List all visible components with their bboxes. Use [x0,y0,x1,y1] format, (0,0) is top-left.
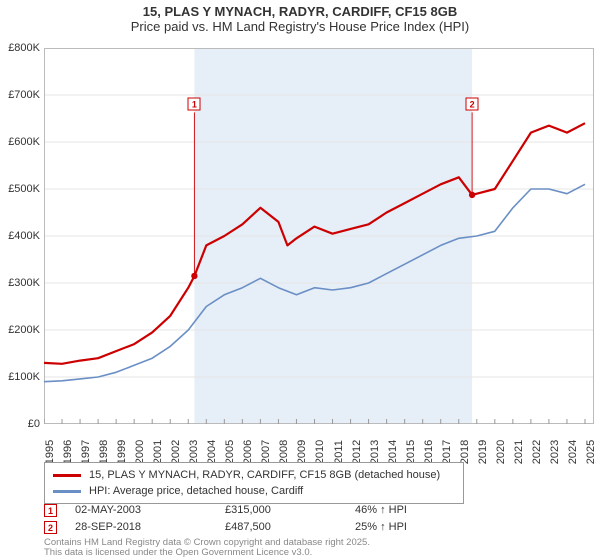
chart-svg [44,48,594,424]
footer-line: This data is licensed under the Open Gov… [44,548,370,558]
legend-item: 15, PLAS Y MYNACH, RADYR, CARDIFF, CF15 … [53,467,455,483]
x-axis-labels: 1995 1996 1997 1998 1999 2000 2001 2002 2003 2004… [44,424,594,464]
legend: 15, PLAS Y MYNACH, RADYR, CARDIFF, CF15 … [44,462,464,504]
sale-marker-icon: 2 [44,521,57,534]
x-tick-label: 2021 [513,440,525,464]
title-subtitle: Price paid vs. HM Land Registry's House … [0,19,600,34]
sale-row: 1 02-MAY-2003 £315,000 46% ↑ HPI [44,502,584,518]
legend-label: HPI: Average price, detached house, Card… [89,485,303,497]
x-tick-label: 2004 [206,440,218,464]
chart-sale-marker: 1 [188,98,201,111]
legend-swatch [53,490,81,493]
x-tick-label: 2013 [369,440,381,464]
y-tick-label: £700K [8,89,40,101]
x-tick-label: 2015 [405,440,417,464]
x-tick-label: 2001 [152,440,164,464]
title-block: 15, PLAS Y MYNACH, RADYR, CARDIFF, CF15 … [0,0,600,36]
x-tick-label: 2014 [387,440,399,464]
sale-marker-icon: 1 [44,504,57,517]
legend-swatch [53,474,81,477]
x-tick-label: 1996 [62,440,74,464]
y-tick-label: £300K [8,277,40,289]
x-tick-label: 2009 [296,440,308,464]
sale-pct: 25% ↑ HPI [355,521,475,533]
chart-plot-area: £0£100K£200K£300K£400K£500K£600K£700K£80… [44,48,594,424]
x-tick-label: 2016 [423,440,435,464]
x-tick-label: 2023 [549,440,561,464]
x-tick-label: 2011 [333,440,345,464]
x-tick-label: 2002 [170,440,182,464]
y-tick-label: £500K [8,183,40,195]
x-tick-label: 2017 [441,440,453,464]
sale-price: £315,000 [225,504,355,516]
x-tick-label: 1999 [116,440,128,464]
x-tick-label: 2022 [531,440,543,464]
x-tick-label: 2012 [351,440,363,464]
y-axis-labels: £0£100K£200K£300K£400K£500K£600K£700K£80… [0,48,42,424]
x-tick-label: 2008 [278,440,290,464]
y-tick-label: £400K [8,230,40,242]
x-tick-label: 1997 [80,440,92,464]
title-address: 15, PLAS Y MYNACH, RADYR, CARDIFF, CF15 … [0,4,600,19]
x-tick-label: 2018 [459,440,471,464]
x-tick-label: 2020 [495,440,507,464]
legend-item: HPI: Average price, detached house, Card… [53,483,455,499]
x-tick-label: 2019 [477,440,489,464]
sale-date: 02-MAY-2003 [75,504,225,516]
y-tick-label: £600K [8,136,40,148]
sale-pct: 46% ↑ HPI [355,504,475,516]
x-tick-label: 2000 [134,440,146,464]
y-tick-label: £100K [8,371,40,383]
footer-attribution: Contains HM Land Registry data © Crown c… [44,538,370,559]
y-tick-label: £200K [8,324,40,336]
x-tick-label: 2005 [224,440,236,464]
chart-container: 15, PLAS Y MYNACH, RADYR, CARDIFF, CF15 … [0,0,600,560]
x-tick-label: 2006 [242,440,254,464]
x-tick-label: 2025 [585,440,597,464]
y-tick-label: £800K [8,42,40,54]
sale-date: 28-SEP-2018 [75,521,225,533]
sale-price: £487,500 [225,521,355,533]
x-tick-label: 2003 [188,440,200,464]
x-tick-label: 1995 [44,440,56,464]
x-tick-label: 1998 [98,440,110,464]
y-tick-label: £0 [28,418,40,430]
chart-sale-marker: 2 [466,98,479,111]
x-tick-label: 2007 [260,440,272,464]
x-tick-label: 2010 [314,440,326,464]
x-tick-label: 2024 [567,440,579,464]
legend-label: 15, PLAS Y MYNACH, RADYR, CARDIFF, CF15 … [89,469,440,481]
sale-row: 2 28-SEP-2018 £487,500 25% ↑ HPI [44,519,584,535]
